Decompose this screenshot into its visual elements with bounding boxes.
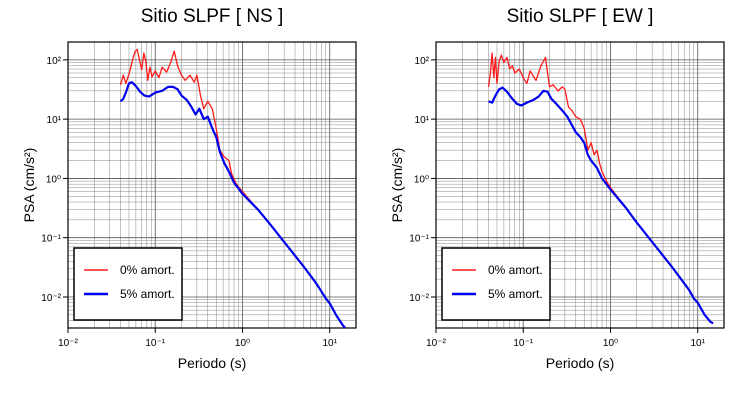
legend-box <box>73 247 183 321</box>
legend: 0% amort. 5% amort. <box>73 247 183 321</box>
series-line-blue <box>488 86 714 325</box>
x-tick-label: 10⁻² <box>426 338 446 349</box>
x-tick-label: 10⁰ <box>235 338 250 349</box>
y-tick-label: 10⁻² <box>41 293 61 304</box>
y-tick-label: 10¹ <box>415 115 430 126</box>
x-tick-label: 10⁰ <box>603 338 618 349</box>
y-tick-labels: 10⁻² 10⁻¹ 10⁰ 10¹ 10² <box>41 56 68 304</box>
y-tick-label: 10² <box>47 56 62 67</box>
x-tick-label: 10¹ <box>691 338 706 349</box>
x-axis-label: Periodo (s) <box>178 355 246 371</box>
legend-box <box>441 247 551 321</box>
x-tick-labels: 10⁻² 10⁻¹ 10⁰ 10¹ <box>426 328 706 349</box>
y-tick-label: 10⁻¹ <box>41 234 61 245</box>
y-tick-labels: 10⁻² 10⁻¹ 10⁰ 10¹ 10² <box>409 56 436 304</box>
y-tick-label: 10⁰ <box>46 174 61 185</box>
plot-frame <box>67 41 357 329</box>
chart-panel-1: Sitio SLPF [ NS ]10⁻² 10⁻¹ 10⁰ 10¹10⁻²10⁻¹1… <box>21 6 357 371</box>
x-tick-label: 10⁻² <box>58 338 78 349</box>
x-tick-labels: 10⁻² 10⁻¹ 10⁰ 10¹ <box>58 328 338 349</box>
legend-label: 5% amort. <box>120 287 175 301</box>
legend-label: 5% amort. <box>488 287 543 301</box>
series-group <box>119 48 346 328</box>
legend-label: 0% amort. <box>488 263 543 277</box>
x-tick-label: 10⁻¹ <box>145 338 165 349</box>
legend: 0% amort. 5% amort. <box>441 247 551 321</box>
plot-frame <box>435 41 725 329</box>
chart-title: Sitio SLPF [ NS ] <box>141 6 284 27</box>
series-group <box>487 52 714 325</box>
y-tick-label: 10¹ <box>47 115 62 126</box>
y-tick-label: 10² <box>415 56 430 67</box>
y-tick-label: 10⁻¹ <box>409 234 429 245</box>
y-tick-label: 10⁰ <box>414 174 429 185</box>
y-axis-label: PSA (cm/s²) <box>389 148 405 223</box>
x-tick-label: 10⁻¹ <box>513 338 533 349</box>
series-line-blue <box>119 81 346 328</box>
x-tick-label: 10¹ <box>323 338 338 349</box>
legend-label: 0% amort. <box>120 263 175 277</box>
chart-panel-2: Sitio SLPF [ EW ]10⁻² 10⁻¹ 10⁰ 10¹10⁻²10⁻¹1… <box>389 6 725 371</box>
x-axis-label: Periodo (s) <box>546 355 614 371</box>
chart-title: Sitio SLPF [ EW ] <box>507 6 654 27</box>
y-axis-label: PSA (cm/s²) <box>21 148 37 223</box>
y-tick-label: 10⁻² <box>409 293 429 304</box>
